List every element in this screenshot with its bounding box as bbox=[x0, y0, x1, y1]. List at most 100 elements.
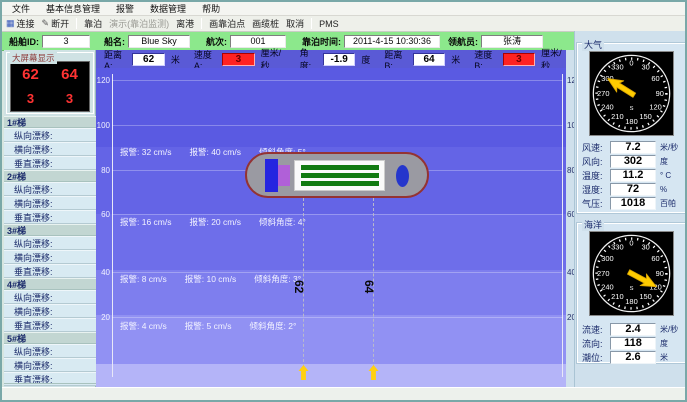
gridline bbox=[112, 214, 563, 215]
berth-button[interactable]: 靠泊 bbox=[84, 17, 102, 30]
disconnect-icon: ✎ bbox=[41, 18, 50, 28]
gangway-groups: 1#梯 纵向漂移: 横向漂移: 垂直漂移: 2#梯 纵向漂移: 横向漂移: 垂直… bbox=[4, 116, 96, 386]
gridline bbox=[112, 125, 563, 126]
connect-label: 连接 bbox=[16, 19, 35, 29]
drift-item: 纵向漂移: bbox=[4, 290, 96, 304]
svg-text:300: 300 bbox=[601, 254, 613, 263]
draw-berth-point-button[interactable]: 画靠泊点 bbox=[209, 17, 245, 30]
svg-text:210: 210 bbox=[611, 112, 623, 121]
disconnect-button[interactable]: ✎ 断开 bbox=[42, 17, 70, 30]
pilot-field[interactable]: 张涛 bbox=[481, 34, 543, 48]
angle-unit: 度 bbox=[361, 54, 371, 65]
cancel-button[interactable]: 取消 bbox=[286, 17, 304, 30]
left-axis-label: 100 bbox=[96, 121, 110, 130]
svg-text:180: 180 bbox=[625, 117, 637, 126]
depart-label: 离港 bbox=[176, 19, 195, 29]
gangway-group-header: 3#梯 bbox=[4, 224, 96, 236]
right-axis-label: 40 bbox=[567, 268, 576, 277]
humidity-label: 湿度: bbox=[582, 184, 603, 195]
svg-text:240: 240 bbox=[601, 282, 613, 291]
wind-speed-unit: 米/秒 bbox=[660, 142, 679, 152]
temperature-value: 11.2 bbox=[610, 168, 656, 182]
menu-data-management[interactable]: 数据管理 bbox=[150, 4, 187, 14]
depart-button[interactable]: 离港 bbox=[176, 17, 194, 30]
gangway-group-header: 4#梯 bbox=[4, 278, 96, 290]
sensor-line-a bbox=[303, 198, 304, 372]
toolbar-separator bbox=[311, 18, 313, 29]
distance-b-unit: 米 bbox=[451, 54, 461, 65]
left-sidebar: 大屏幕显示 62 64 3 3 1#梯 纵向漂移: 横向漂移: 垂直漂移: 2#… bbox=[4, 50, 96, 398]
distance-a-value: 62 bbox=[132, 52, 165, 66]
drift-item: 纵向漂移: bbox=[4, 182, 96, 196]
ship-id-label: 船舶ID: bbox=[9, 36, 39, 47]
voyage-field[interactable]: 001 bbox=[230, 34, 286, 48]
svg-text:90: 90 bbox=[656, 269, 664, 278]
environment-column: 大气 0 30 60 90 120 150 180 210 240 270 30… bbox=[574, 31, 685, 387]
svg-text:0: 0 bbox=[629, 58, 633, 67]
temperature-label: 温度: bbox=[582, 170, 603, 181]
menu-basic-info[interactable]: 基本信息管理 bbox=[46, 4, 101, 14]
svg-text:120: 120 bbox=[649, 102, 661, 111]
svg-text:210: 210 bbox=[611, 292, 623, 301]
svg-text:240: 240 bbox=[601, 102, 613, 111]
draw-bollard-label: 画缆桩 bbox=[252, 19, 280, 29]
ship-name-field[interactable]: Blue Sky bbox=[128, 34, 190, 48]
menu-bar: 文件 基本信息管理 报警 数据管理 帮助 bbox=[2, 2, 685, 16]
pressure-label: 气压: bbox=[582, 198, 603, 209]
current-direction-gauge: 0 30 60 90 120 150 180 210 240 270 300 3… bbox=[589, 231, 674, 316]
right-axis-label: 60 bbox=[567, 210, 576, 219]
tide-level-value: 2.6 bbox=[610, 350, 656, 364]
svg-text:150: 150 bbox=[639, 112, 651, 121]
big-screen-display-panel: 大屏幕显示 62 64 3 3 bbox=[6, 52, 94, 114]
weather-panel-title: 大气 bbox=[582, 38, 605, 51]
right-axis-strip: 120 100 80 60 40 20 bbox=[566, 50, 580, 387]
distance-b-value: 64 bbox=[412, 52, 446, 66]
display-distance-b: 64 bbox=[61, 65, 78, 83]
drift-item: 垂直漂移: bbox=[4, 156, 96, 170]
tide-level-row: 潮位: 2.6 米 bbox=[580, 350, 685, 364]
alarm-a: 报警: 4 cm/s bbox=[120, 321, 167, 331]
connect-button[interactable]: ▦ 连接 bbox=[6, 17, 35, 30]
pressure-row: 气压: 1018 百帕 bbox=[580, 196, 685, 210]
berth-time-label: 靠泊时间: bbox=[302, 36, 341, 47]
display-speed-a: 3 bbox=[26, 91, 35, 107]
current-pointer bbox=[626, 269, 657, 288]
ship-name-label: 船名: bbox=[104, 36, 125, 47]
svg-text:150: 150 bbox=[639, 292, 651, 301]
draw-bollard-button[interactable]: 画缆桩 bbox=[252, 17, 279, 30]
alarm-a: 报警: 8 cm/s bbox=[120, 274, 167, 284]
gangway-group-header: 2#梯 bbox=[4, 170, 96, 182]
menu-help[interactable]: 帮助 bbox=[202, 4, 221, 14]
drift-item: 垂直漂移: bbox=[4, 318, 96, 332]
pressure-unit: 百帕 bbox=[660, 198, 676, 208]
sensor-line-b bbox=[373, 198, 374, 372]
current-direction-value: 118 bbox=[610, 336, 656, 350]
left-axis-label: 60 bbox=[101, 210, 110, 219]
ship-id-field[interactable]: 3 bbox=[42, 34, 90, 48]
menu-file[interactable]: 文件 bbox=[12, 4, 31, 14]
deck-stripe bbox=[301, 181, 379, 186]
gridline bbox=[112, 272, 563, 273]
menu-alarm[interactable]: 报警 bbox=[116, 4, 135, 14]
speed-b-unit: 厘米/秒 bbox=[541, 48, 562, 71]
humidity-value: 72 bbox=[610, 182, 656, 196]
alarm-threshold-row: 报警: 8 cm/s 报警: 10 cm/s 倾斜角度: 3° bbox=[120, 273, 301, 285]
pressure-value: 1018 bbox=[610, 196, 656, 210]
alarm-a: 报警: 32 cm/s bbox=[120, 147, 172, 157]
drift-item: 横向漂移: bbox=[4, 250, 96, 264]
toolbar-separator bbox=[201, 18, 203, 29]
wind-direction-value: 302 bbox=[610, 154, 656, 168]
svg-text:330: 330 bbox=[611, 62, 623, 71]
status-bar bbox=[2, 387, 685, 400]
temperature-unit: ° C bbox=[660, 170, 672, 180]
alarm-a: 报警: 16 cm/s bbox=[120, 217, 172, 227]
gangway-group-header: 1#梯 bbox=[4, 116, 96, 128]
pms-button[interactable]: PMS bbox=[319, 19, 339, 29]
angle-label: 角度: bbox=[299, 48, 312, 71]
current-direction-unit: 度 bbox=[660, 338, 668, 348]
speed-b-label: 速度B: bbox=[474, 49, 493, 71]
current-speed-value: 2.4 bbox=[610, 322, 656, 336]
berth-time-field[interactable]: 2011-4-15 10:30:36 bbox=[344, 34, 440, 48]
wind-speed-label: 风速: bbox=[582, 142, 603, 153]
